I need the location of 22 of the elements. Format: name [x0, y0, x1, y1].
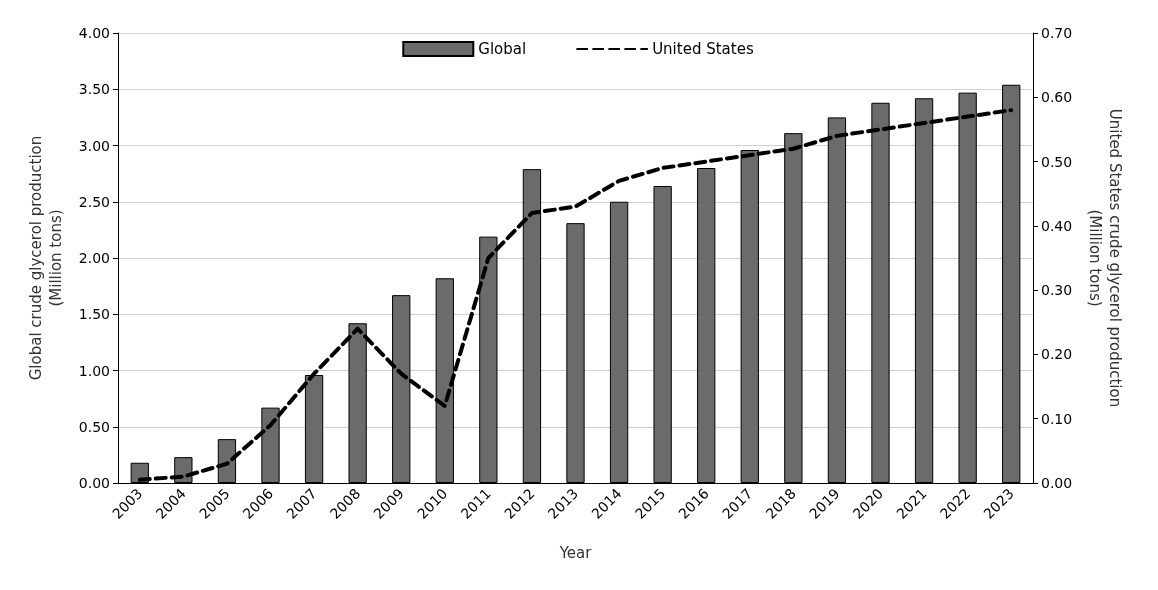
y2-tick-label: 0.10 — [1041, 410, 1073, 427]
y-tick-label: 3.00 — [78, 137, 110, 154]
y-tick-label: 0.00 — [78, 475, 110, 491]
y-tick-label: 1.50 — [78, 306, 110, 323]
y2-tick-label: 0.00 — [1041, 475, 1073, 491]
y-axis-title: Global crude glycerol production (Million tons) — [27, 135, 65, 381]
y-tick-label: 1.00 — [78, 362, 110, 379]
y-tick-label: 3.50 — [78, 81, 110, 98]
y2-tick-label: 0.20 — [1041, 346, 1073, 363]
y2-tick-label: 0.40 — [1041, 217, 1073, 234]
y-tick-label: 2.00 — [78, 250, 110, 266]
y2-tick-label: 0.60 — [1041, 89, 1073, 106]
y-tick-label: 2.50 — [78, 193, 110, 210]
legend-label: United States — [652, 40, 754, 58]
y-tick-label: 4.00 — [78, 25, 110, 41]
x-axis-title: Year — [558, 543, 593, 562]
y2-tick-label: 0.70 — [1041, 25, 1073, 41]
y2-tick-label: 0.30 — [1041, 282, 1073, 299]
y-tick-label: 0.50 — [78, 418, 110, 435]
legend-label: Global — [478, 40, 527, 58]
y2-tick-label: 0.50 — [1041, 153, 1073, 170]
y2-axis-title: United States crude glycerol production (Million tons) — [1086, 108, 1124, 408]
